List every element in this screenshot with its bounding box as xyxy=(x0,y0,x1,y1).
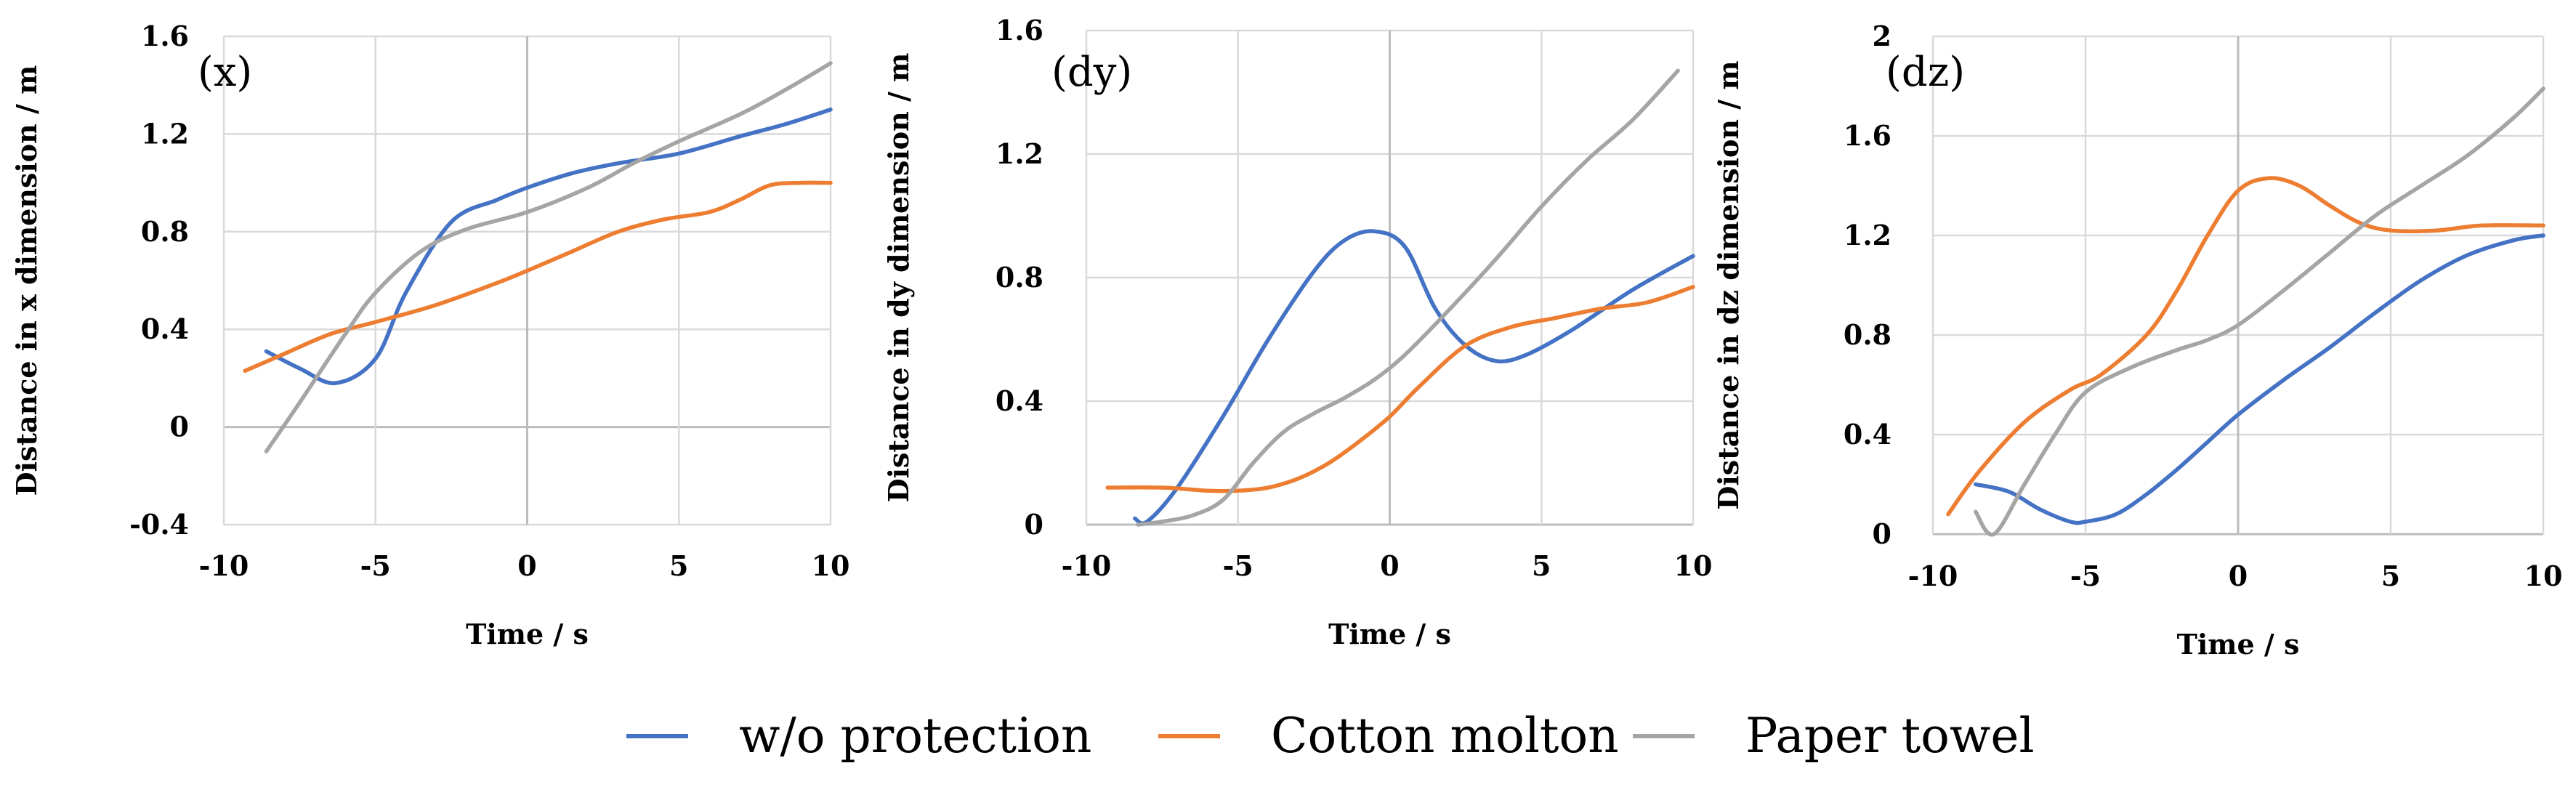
panel-label: (dy) xyxy=(1051,49,1132,96)
y-tick-label: 0.8 xyxy=(141,215,189,248)
series-line-paper-towel xyxy=(1974,86,2545,537)
y-tick-label: 0.4 xyxy=(141,312,189,345)
y-tick-label: 1.6 xyxy=(996,14,1043,47)
chart-panel-x: -0.4 0 0.4 0.8 1.2 1.6 -10 -5 0 5 10 (x) Time / s Dis… xyxy=(10,20,849,650)
series-line-cotton-molton xyxy=(1105,285,1695,493)
y-tick-label: 1.6 xyxy=(141,20,189,52)
series-line-cotton-molton xyxy=(243,180,833,374)
series-line-cotton-molton xyxy=(1946,176,2545,517)
y-tick-label: 0 xyxy=(1873,517,1891,550)
x-tick-label: 5 xyxy=(2381,560,2400,592)
x-tick-label: 10 xyxy=(2524,560,2563,592)
x-tick-label: 10 xyxy=(1674,549,1713,582)
y-tick-label: 0.8 xyxy=(996,261,1043,294)
series-line-paper-towel xyxy=(264,61,833,453)
x-tick-label: 10 xyxy=(812,549,850,582)
y-tick-label: 0 xyxy=(1025,508,1043,541)
x-tick-label: -10 xyxy=(199,549,249,582)
y-axis-title: Distance in dy dimension / m xyxy=(882,53,915,503)
legend-label: w/o protection xyxy=(739,708,1091,764)
x-axis-title: Time / s xyxy=(1328,618,1451,650)
y-tick-label: 1.2 xyxy=(1844,219,1891,251)
x-axis-title: Time / s xyxy=(466,618,589,650)
chart-panel-dy: 0 0.4 0.8 1.2 1.6 -10 -5 0 5 10 (dy) Time / s Distan… xyxy=(882,14,1712,650)
legend-label: Cotton molton xyxy=(1271,708,1619,764)
x-tick-label: 5 xyxy=(1532,549,1551,582)
y-tick-label: 1.2 xyxy=(996,137,1043,170)
y-tick-label: 1.6 xyxy=(1844,119,1891,152)
y-axis-title: Distance in x dimension / m xyxy=(10,65,43,496)
x-tick-label: -5 xyxy=(1223,549,1253,582)
series-line-w-o-protection xyxy=(1974,233,2545,525)
x-axis-title: Time / s xyxy=(2177,628,2300,661)
x-tick-label: -5 xyxy=(2070,560,2101,592)
legend-label: Paper towel xyxy=(1745,708,2035,764)
y-tick-label: 0.4 xyxy=(996,384,1043,417)
series-line-w-o-protection xyxy=(1133,229,1695,525)
series-line-paper-towel xyxy=(1136,68,1680,527)
x-tick-label: -10 xyxy=(1908,560,1958,592)
y-tick-label: 1.2 xyxy=(141,117,189,150)
x-tick-label: -10 xyxy=(1062,549,1112,582)
legend: w/o protection Cotton molton Paper towel xyxy=(626,708,2035,764)
y-tick-label: -0.4 xyxy=(129,508,189,541)
x-tick-label: 5 xyxy=(669,549,688,582)
x-tick-label: -5 xyxy=(360,549,391,582)
y-tick-label: 2 xyxy=(1873,20,1891,52)
panel-label: (x) xyxy=(198,49,252,96)
x-tick-label: 0 xyxy=(517,549,536,582)
panel-label: (dz) xyxy=(1886,49,1965,96)
y-tick-label: 0.8 xyxy=(1844,318,1891,351)
y-tick-label: 0.4 xyxy=(1844,418,1891,451)
series-line-w-o-protection xyxy=(264,108,833,385)
y-tick-label: 0 xyxy=(170,411,189,443)
y-axis-title: Distance in dz dimension / m xyxy=(1712,60,1745,509)
chart-panel-dz: 0 0.4 0.8 1.2 1.6 2 -10 -5 0 5 10 (dz) Time / s Dista… xyxy=(1712,20,2562,661)
x-tick-label: 0 xyxy=(1380,549,1399,582)
x-tick-label: 0 xyxy=(2229,560,2248,592)
